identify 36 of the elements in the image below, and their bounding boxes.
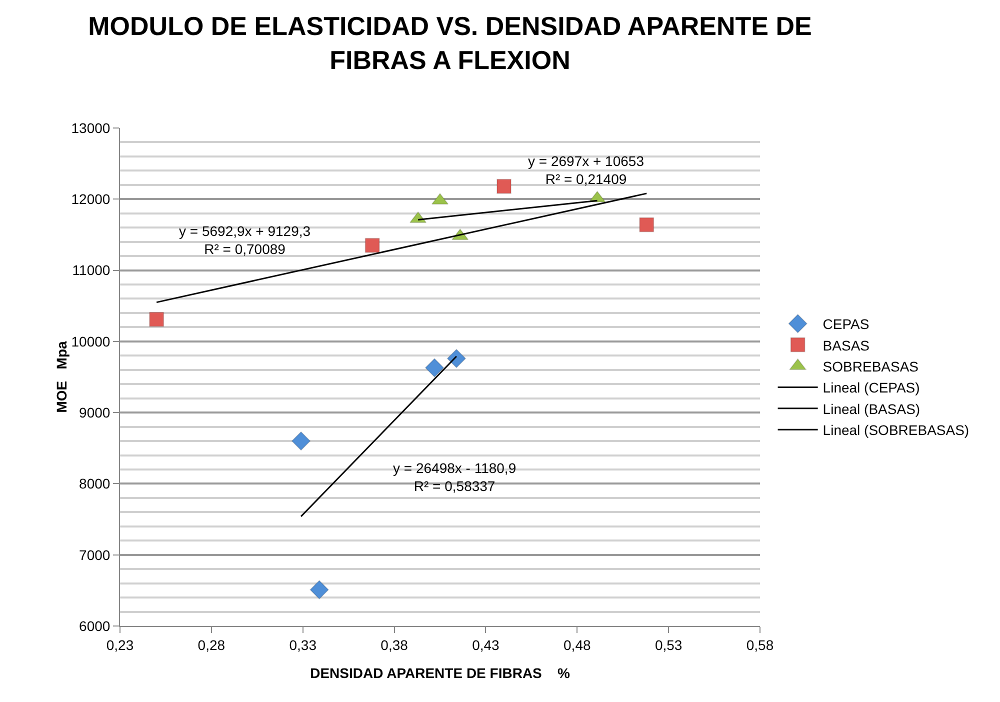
y-tick-label: 12000	[71, 191, 110, 208]
y-tick-label: 10000	[71, 333, 110, 350]
x-axis-title: DENSIDAD APARENTE DE FIBRAS %	[310, 665, 570, 681]
x-tick-label: 0,33	[289, 636, 317, 653]
point	[496, 178, 512, 194]
x-tick-label: 0,28	[198, 636, 226, 653]
y-tick-label: 8000	[79, 476, 110, 492]
point	[424, 358, 444, 378]
x-tick-label: 0,53	[654, 636, 682, 653]
y-tick-label: 11000	[72, 262, 110, 278]
x-tick-label: 0,43	[472, 636, 500, 653]
point	[639, 217, 654, 232]
y-tick-label: 7000	[79, 546, 110, 563]
x-tick-label: 0,38	[380, 636, 408, 653]
x-tick-label: 0,48	[564, 636, 591, 653]
point	[291, 431, 311, 451]
point	[149, 312, 164, 327]
y-axis-title: MOE Mpa	[53, 341, 70, 413]
annotation: y = 2697x + 10653 R² = 0,21409	[528, 153, 644, 188]
legend-label: BASAS	[822, 337, 870, 354]
point	[310, 580, 329, 600]
point	[446, 348, 466, 368]
legend-label: Lineal (SOBREBASAS)	[822, 422, 970, 438]
y-tick-label: 13000	[71, 120, 110, 136]
legend-label: SOBREBASAS	[822, 358, 919, 374]
x-tick-label: 0,58	[746, 636, 774, 653]
legend-label: Lineal (CEPAS)	[822, 380, 920, 396]
chart-title: MODULO DE ELASTICIDAD VS. DENSIDAD APARENTE DE FIBRAS A FLEXION	[88, 11, 812, 75]
x-tick-label: 0,23	[106, 636, 134, 653]
y-tick-label: 6000	[79, 618, 110, 634]
annotation: y = 5692,9x + 9129,3 R² = 0,70089	[179, 223, 311, 258]
legend-label: CEPAS	[822, 316, 870, 332]
point	[364, 238, 380, 253]
y-tick-label: 9000	[79, 404, 110, 420]
annotation: y = 26498x - 1180,9 R² = 0,58337	[393, 460, 516, 494]
legend-label: Lineal (BASAS)	[822, 400, 920, 417]
